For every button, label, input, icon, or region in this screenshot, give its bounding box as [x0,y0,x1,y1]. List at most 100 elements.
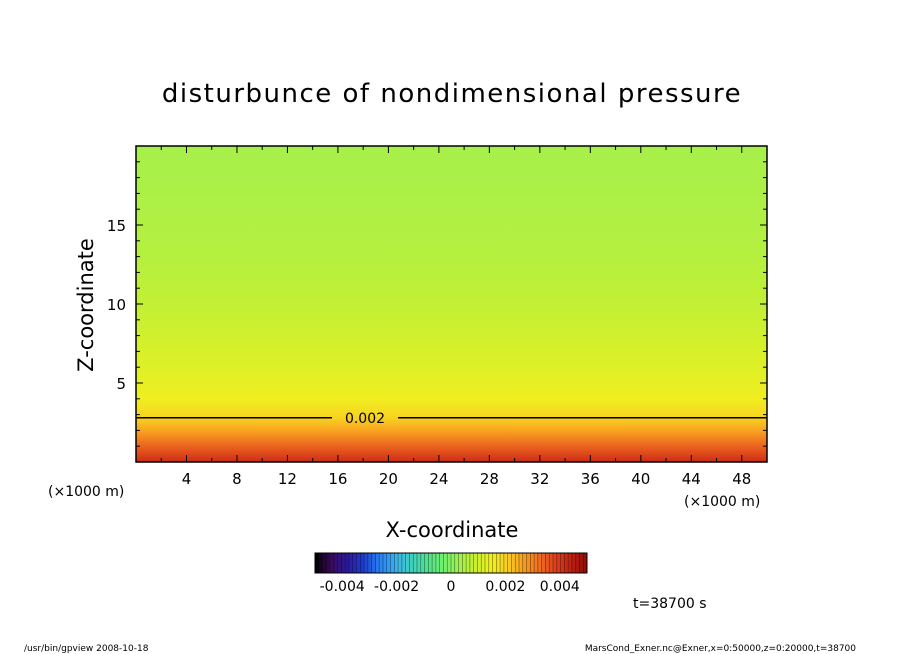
colorbar-bin [326,553,331,573]
colorbar-label: -0.004 [320,579,365,595]
y-tick-label-10: 10 [107,296,126,314]
y-axis-ticks: 5 10 15 [107,161,767,447]
colorbar-bin [352,553,357,573]
footer-left: /usr/bin/gpview 2008-10-18 [24,644,149,654]
colorbar-bin [401,553,406,573]
colorbar-bin [337,553,342,573]
colorbar-bin [345,553,350,573]
y-tick-label-15: 15 [107,217,126,235]
contour-label: 0.002 [345,411,385,427]
colorbar-bin [458,553,463,573]
colorbar-bin [560,553,565,573]
colorbar-bin [379,553,384,573]
colorbar-bin [383,553,387,573]
colorbar-bin [500,553,505,573]
y-tick-label-5: 5 [116,375,126,393]
colorbar-bin [492,553,497,573]
colorbar-bin [432,553,437,573]
colorbar-bin [575,553,580,573]
x-tick-label-16: 16 [328,470,347,488]
time-label: t=38700 s [633,596,707,612]
colorbar-bin [469,553,474,573]
footer-right: MarsCond_Exner.nc@Exner,x=0:50000,z=0:20… [585,644,856,654]
colorbar-bin [496,553,501,573]
colorbar-bin [360,553,365,573]
x-tick-label-44: 44 [682,470,701,488]
x-tick-label-32: 32 [530,470,549,488]
colorbar-bin [515,553,520,573]
colorbar-bin [583,553,588,573]
colorbar-bin [477,553,482,573]
colorbar-bin [488,553,493,573]
colorbar-bin [568,553,573,573]
x-tick-label-12: 12 [278,470,297,488]
colorbar-bin [394,553,399,573]
colorbar-tick-labels: -0.004 -0.002 0 0.002 0.004 [320,579,580,595]
colorbar-bin [545,553,550,573]
y-axis-label: Z-coordinate [74,238,98,372]
colorbar-bin [541,553,546,573]
x-tick-label-36: 36 [581,470,600,488]
colorbar-bin [349,553,353,573]
colorbar-bin [553,553,557,573]
colorbar-bin [315,553,319,573]
colorbar-label: 0.002 [485,579,525,595]
colorbar-bin [481,553,486,573]
pressure-field [136,146,767,462]
colorbar-bin [322,553,327,573]
colorbar-bin [435,553,440,573]
colorbar-bin [564,553,569,573]
colorbar-bin [522,553,527,573]
colorbar-bin [549,553,554,573]
colorbar-bin [519,553,523,573]
colorbar-bin [390,553,395,573]
colorbar-bin [534,553,539,573]
colorbar-bin [341,553,346,573]
colorbar-bin [571,553,576,573]
colorbar-bin [330,553,335,573]
colorbar-bin [451,553,455,573]
colorbar-bin [409,553,414,573]
colorbar-bin [473,553,478,573]
x-tick-label-48: 48 [732,470,751,488]
colorbar-frame [314,552,588,574]
colorbar-bin [537,553,542,573]
x-tick-label-20: 20 [379,470,398,488]
colorbar-bin [485,553,489,573]
colorbar-bin [466,553,471,573]
colorbar-bin [428,553,433,573]
colorbar-bin [417,553,421,573]
colorbar-bin [318,553,323,573]
x-axis-ticks: 4 8 12 16 20 24 28 32 36 40 44 48 [160,146,751,488]
x-tick-label-24: 24 [429,470,448,488]
x-tick-label-28: 28 [480,470,499,488]
colorbar-bin [439,553,444,573]
colorbar-bin [454,553,459,573]
contour-group: 0.002 [136,411,767,427]
colorbar-bin [579,553,584,573]
colorbar-bin [511,553,516,573]
colorbar-bin [443,553,448,573]
x-tick-label-4: 4 [182,470,192,488]
colorbar-bin [367,553,372,573]
chart-title: disturbunce of nondimensional pressure [162,79,742,109]
x-tick-label-8: 8 [232,470,242,488]
colorbar-bin [386,553,391,573]
colorbar-bin [526,553,531,573]
colorbar-label: -0.002 [374,579,419,595]
colorbar-bin [398,553,403,573]
colorbar-bin [375,553,380,573]
colorbar-bin [530,553,535,573]
colorbar-bin [356,553,361,573]
colorbar-bin [507,553,512,573]
colorbar-bin [413,553,418,573]
colorbar-bin [556,553,561,573]
colorbar-bin [503,553,508,573]
colorbar-bin [462,553,467,573]
colorbar-bin [420,553,425,573]
colorbar-label: 0 [447,579,456,595]
colorbar-label: 0.004 [540,579,580,595]
colorbar-bin [424,553,429,573]
